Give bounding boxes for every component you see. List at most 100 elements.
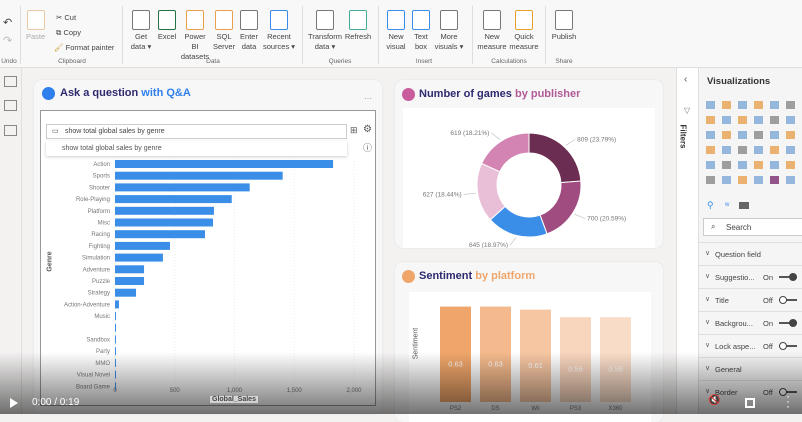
search-fields-icon[interactable]: ⚲ [707, 200, 714, 210]
toggle-switch[interactable] [779, 273, 797, 281]
turn-into-visual-icon[interactable]: ⊞ [350, 125, 358, 135]
visual-type-icon[interactable] [722, 116, 731, 124]
redo-icon[interactable]: ↷ [3, 35, 13, 47]
data-view-icon[interactable] [4, 100, 17, 111]
more-options-icon[interactable]: ··· [364, 94, 372, 103]
more-visuals-button[interactable]: More visuals ▾ [434, 10, 464, 52]
visual-type-icon[interactable] [786, 146, 795, 154]
visual-type-icon[interactable] [786, 116, 795, 124]
qa-question-input[interactable]: ▭ show total global sales by genre [46, 124, 347, 139]
visual-type-icon[interactable] [738, 176, 747, 184]
video-controls: 0:00 / 0:19 🔇 · · · [0, 352, 802, 414]
info-icon[interactable]: ⓘ [363, 143, 373, 153]
visual-type-icon[interactable] [738, 146, 747, 154]
visual-type-icon[interactable] [706, 146, 715, 154]
toggle-switch[interactable] [779, 342, 797, 350]
text-box-button[interactable]: Text box [410, 10, 432, 52]
visual-type-icon[interactable] [770, 146, 779, 154]
report-view-icon[interactable] [4, 76, 17, 87]
new-visual-button[interactable]: New visual [384, 10, 408, 52]
visual-type-icon[interactable] [786, 101, 795, 109]
visual-type-icon[interactable] [706, 176, 715, 184]
visual-type-icon[interactable] [738, 131, 747, 139]
paste-button[interactable]: Paste [26, 10, 45, 42]
format-section[interactable]: ∨ Backgrou... On [699, 311, 802, 334]
sql-server-button[interactable]: SQL Server [211, 10, 237, 52]
visual-type-icon[interactable] [786, 131, 795, 139]
get-data-button[interactable]: Get data ▾ [128, 10, 154, 52]
comment-icon: ▭ [52, 128, 59, 135]
y-tick-label: Sandbox [86, 338, 110, 344]
viz-search-input[interactable]: ⌕ Search [703, 218, 802, 236]
insert-group-label: Insert [415, 58, 433, 65]
visual-type-icon[interactable] [722, 176, 731, 184]
format-section[interactable]: ∨ Lock aspe... Off [699, 334, 802, 357]
format-icon[interactable]: w [725, 202, 730, 208]
enter-data-button[interactable]: Enter data [238, 10, 260, 52]
visual-type-icon[interactable] [738, 161, 747, 169]
bar [115, 241, 170, 250]
excel-button[interactable]: Excel [156, 10, 178, 42]
visual-type-icon[interactable] [786, 161, 795, 169]
fullscreen-icon[interactable] [745, 398, 755, 408]
cut-button[interactable]: ✂ Cut [56, 13, 77, 22]
play-icon[interactable] [10, 398, 18, 408]
format-painter-button[interactable]: 🖌 Format painter [54, 43, 115, 52]
visual-type-icon[interactable] [754, 101, 763, 109]
visual-type-icon[interactable] [770, 116, 779, 124]
visual-type-icon[interactable] [722, 161, 731, 169]
visual-type-icon[interactable] [770, 101, 779, 109]
visual-type-icon[interactable] [786, 176, 795, 184]
undo-icon[interactable]: ↶ [3, 17, 13, 29]
visual-type-icon[interactable] [754, 116, 763, 124]
copy-button[interactable]: ⧉ Copy [56, 28, 81, 37]
publish-button[interactable]: Publish [550, 10, 578, 42]
calculator-icon [483, 10, 501, 30]
visual-type-icon[interactable] [706, 116, 715, 124]
recent-sources-button[interactable]: Recent sources ▾ [262, 10, 296, 52]
quick-measure-button[interactable]: Quick measure [508, 10, 540, 52]
format-section[interactable]: ∨ Title Off [699, 288, 802, 311]
chevron-down-icon: ∨ [705, 342, 711, 349]
y-tick-label: Sports [93, 174, 110, 180]
filter-icon: ▽ [684, 106, 691, 115]
visual-type-icon[interactable] [722, 146, 731, 154]
refresh-button[interactable]: Refresh [344, 10, 372, 42]
mute-icon[interactable]: 🔇 [708, 395, 721, 406]
visual-type-icon[interactable] [770, 176, 779, 184]
visual-type-icon[interactable] [706, 161, 715, 169]
analytics-icon[interactable] [739, 202, 749, 209]
visual-type-icon[interactable] [754, 146, 763, 154]
visual-type-icon[interactable] [706, 131, 715, 139]
bar [115, 253, 163, 262]
format-section[interactable]: ∨ Suggestio... On [699, 265, 802, 288]
new-measure-button[interactable]: New measure [476, 10, 508, 52]
visual-type-icon[interactable] [722, 101, 731, 109]
y-tick-label: Puzzle [92, 279, 111, 285]
leader-line [491, 132, 500, 140]
format-section[interactable]: ∨ Question field [699, 242, 802, 265]
visual-type-icon[interactable] [738, 101, 747, 109]
video-time: 0:00 / 0:19 [32, 397, 80, 408]
powerbi-datasets-button[interactable]: Power BI datasets [180, 10, 210, 62]
visual-type-icon[interactable] [770, 131, 779, 139]
visual-type-icon[interactable] [770, 161, 779, 169]
visual-type-icon[interactable] [754, 176, 763, 184]
toggle-switch[interactable] [779, 296, 797, 304]
visual-type-icon[interactable] [754, 161, 763, 169]
transform-data-button[interactable]: Transform data ▾ [308, 10, 342, 52]
bar [115, 171, 283, 180]
toggle-switch[interactable] [779, 319, 797, 327]
model-view-icon[interactable] [4, 125, 17, 136]
gear-icon[interactable]: ⚙ [363, 124, 372, 135]
y-tick-label: Strategy [88, 291, 110, 297]
visual-type-icon[interactable] [738, 116, 747, 124]
visual-type-icon[interactable] [706, 101, 715, 109]
filters-pane[interactable]: ‹ ▽ Filters [676, 68, 698, 414]
visual-type-icon[interactable] [754, 131, 763, 139]
collapse-chevron-icon[interactable]: ‹ [684, 74, 688, 85]
qa-suggestion[interactable]: show total global sales by genre [46, 141, 347, 156]
slice-label: 700 (20.59%) [587, 216, 626, 223]
visual-type-icon[interactable] [722, 131, 731, 139]
more-vert-icon[interactable]: · · · [786, 389, 790, 413]
